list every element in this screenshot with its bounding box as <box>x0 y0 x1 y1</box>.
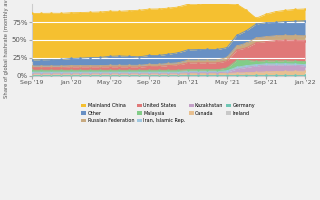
Y-axis label: Share of global hashrate (monthly average): Share of global hashrate (monthly averag… <box>4 0 9 98</box>
Legend: Mainland China, Other, Russian Federation, United States, Malaysia, Iran, Islami: Mainland China, Other, Russian Federatio… <box>81 103 255 123</box>
